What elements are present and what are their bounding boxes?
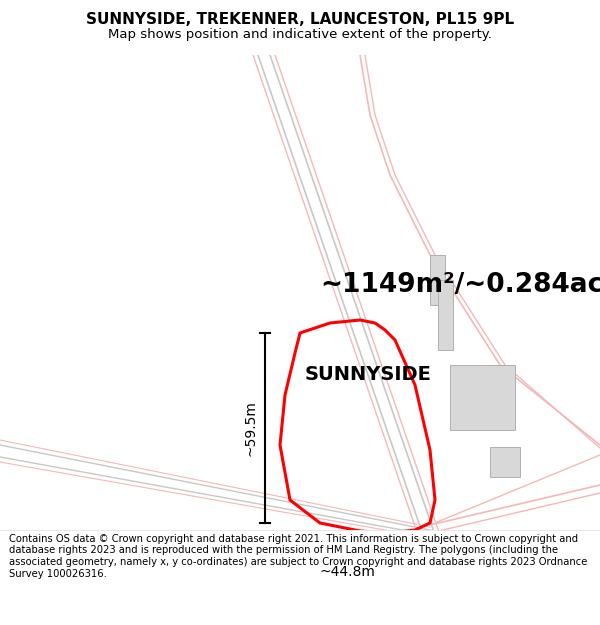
Text: Contains OS data © Crown copyright and database right 2021. This information is : Contains OS data © Crown copyright and d… xyxy=(9,534,587,579)
Text: SUNNYSIDE: SUNNYSIDE xyxy=(305,366,432,384)
Text: ~44.8m: ~44.8m xyxy=(320,565,376,579)
Polygon shape xyxy=(490,447,520,477)
Text: ~1149m²/~0.284ac.: ~1149m²/~0.284ac. xyxy=(320,272,600,298)
Polygon shape xyxy=(450,365,515,430)
Text: ~59.5m: ~59.5m xyxy=(244,400,258,456)
Polygon shape xyxy=(430,255,445,305)
Text: Map shows position and indicative extent of the property.: Map shows position and indicative extent… xyxy=(108,28,492,41)
Polygon shape xyxy=(438,280,453,350)
Text: SUNNYSIDE, TREKENNER, LAUNCESTON, PL15 9PL: SUNNYSIDE, TREKENNER, LAUNCESTON, PL15 9… xyxy=(86,12,514,27)
